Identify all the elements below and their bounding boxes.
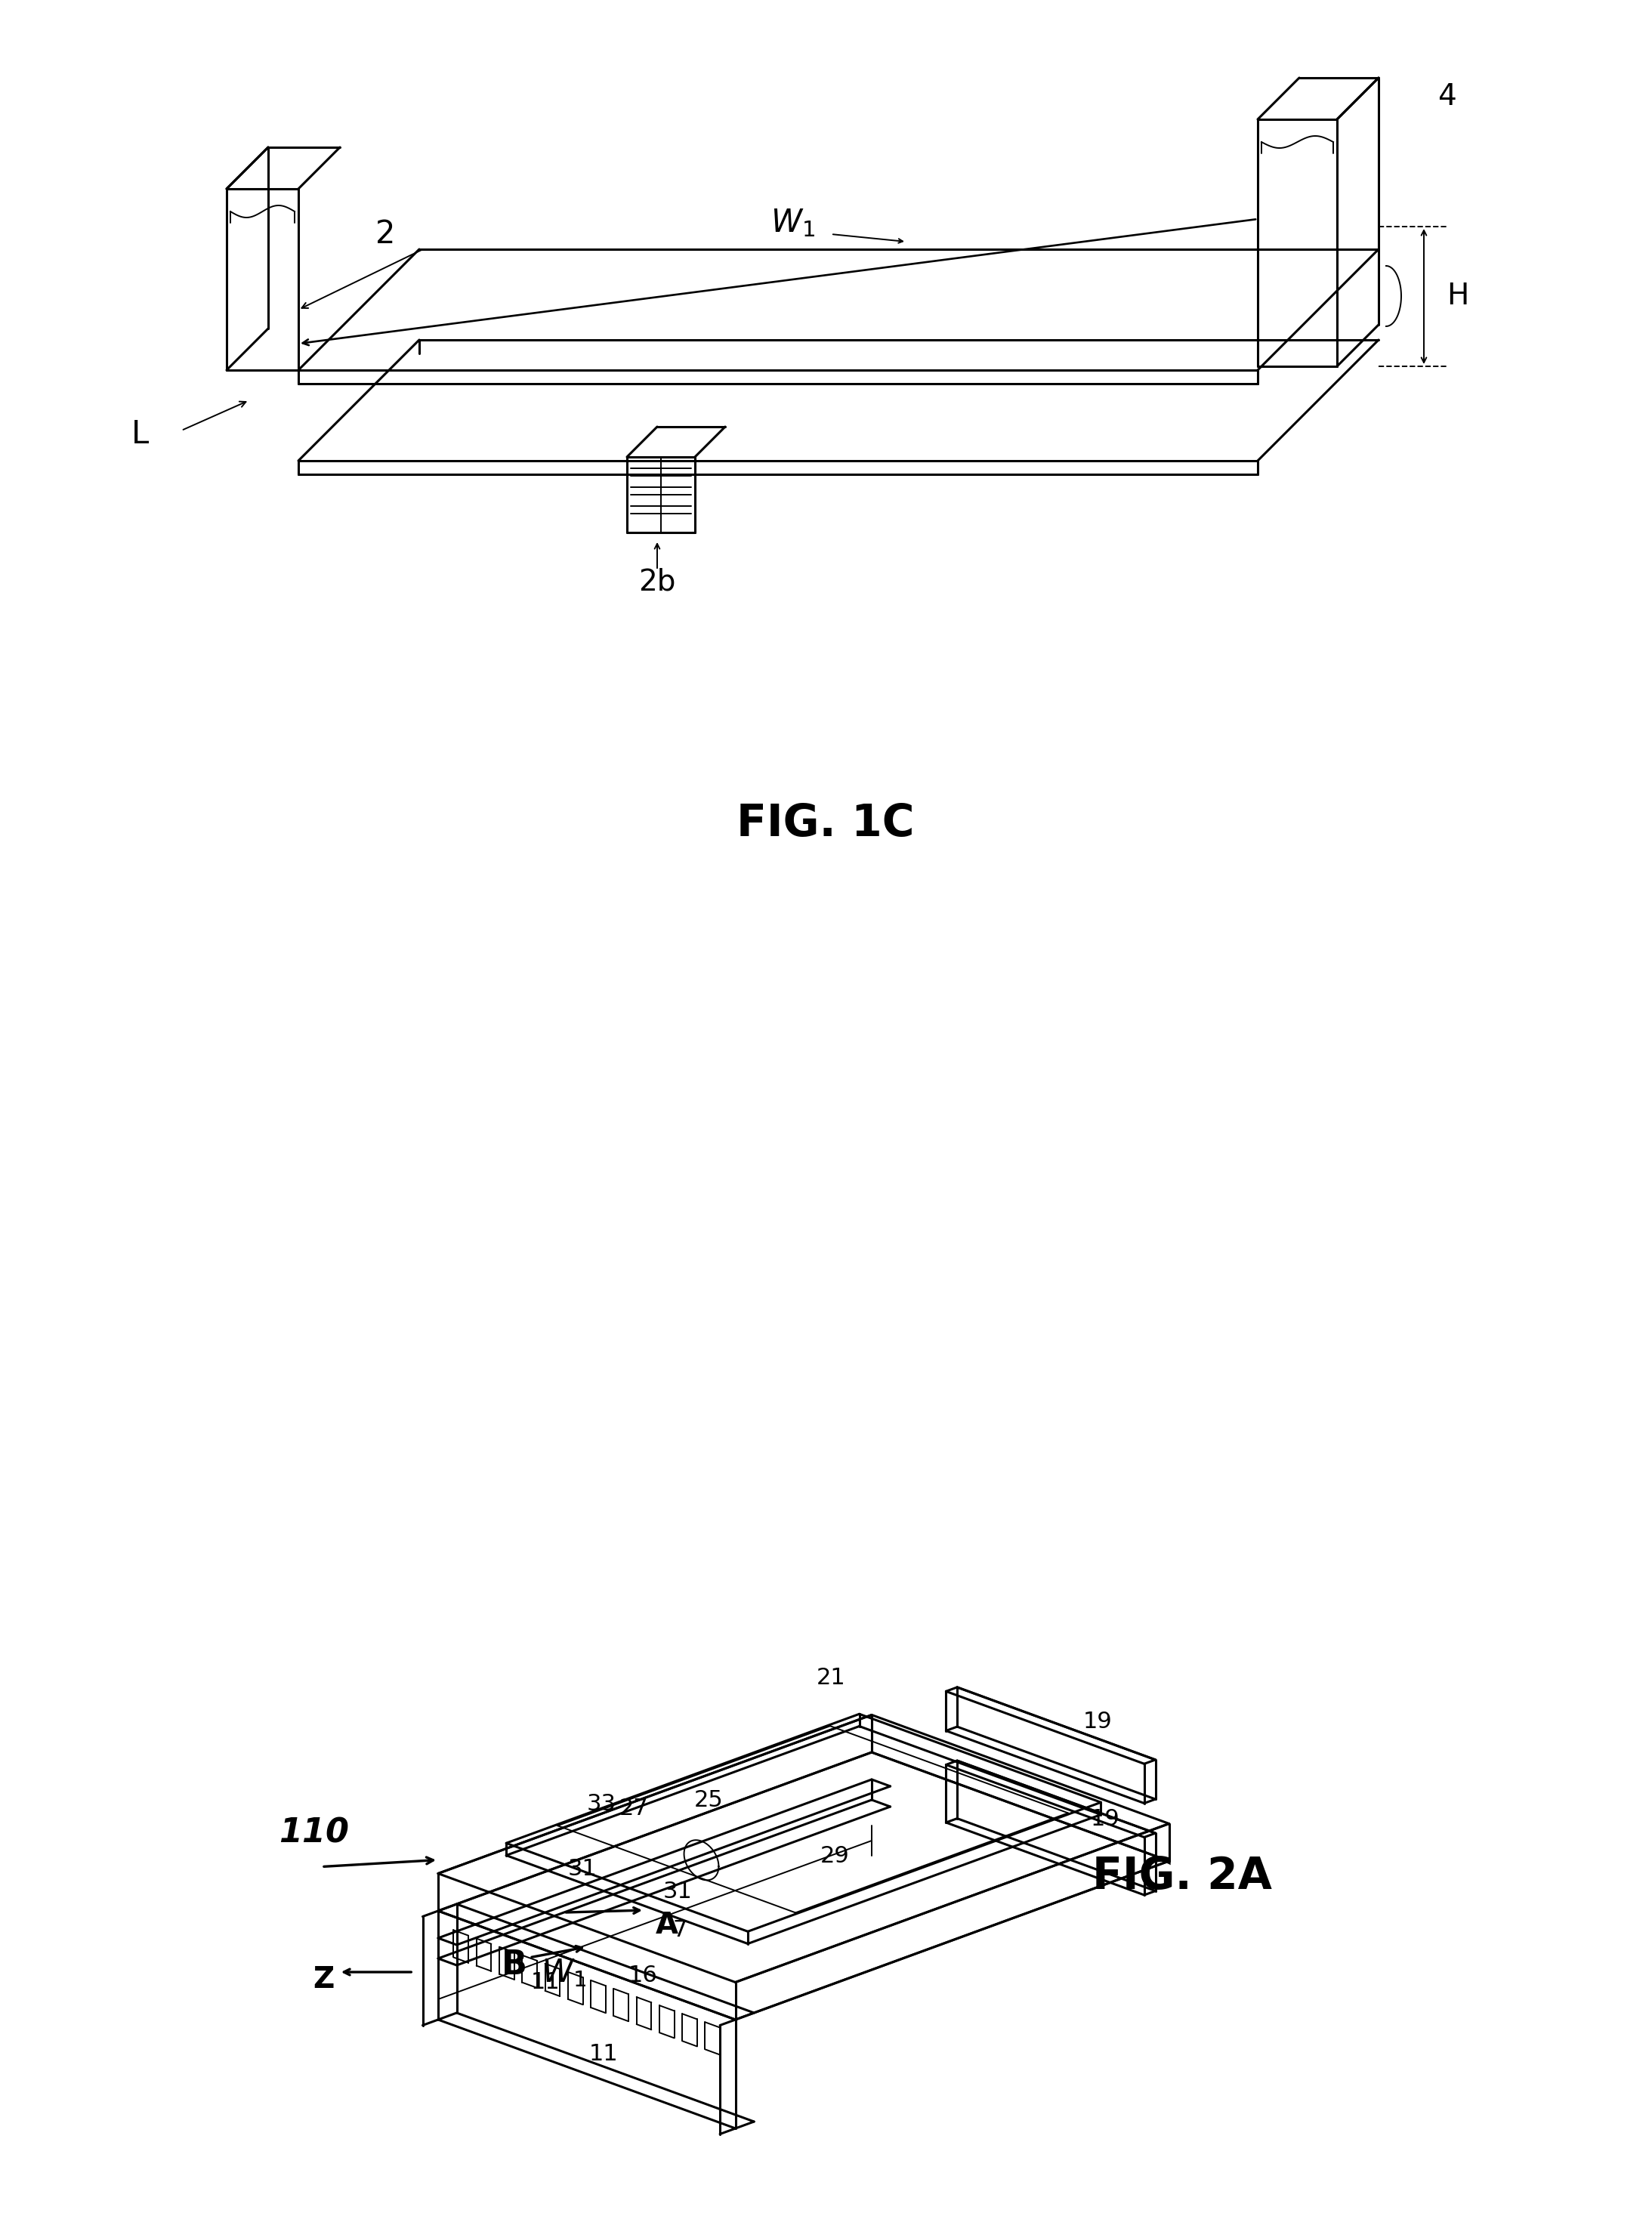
Text: 110: 110 <box>279 1817 349 1848</box>
Text: 31: 31 <box>662 1881 692 1903</box>
Text: H: H <box>1447 281 1469 310</box>
Text: 4: 4 <box>1437 82 1455 111</box>
Text: A: A <box>656 1912 679 1939</box>
Text: 16: 16 <box>628 1965 657 1987</box>
Text: 2: 2 <box>375 219 395 250</box>
Text: Z: Z <box>314 1965 335 1994</box>
Text: 19: 19 <box>1084 1711 1112 1733</box>
Text: 11: 11 <box>530 1972 560 1994</box>
Text: 11: 11 <box>590 2043 618 2065</box>
Text: B: B <box>502 1950 527 1981</box>
Text: 2b: 2b <box>639 567 676 595</box>
Text: FIG. 1C: FIG. 1C <box>737 801 915 845</box>
Text: 29: 29 <box>819 1846 849 1868</box>
Text: 25: 25 <box>694 1790 724 1812</box>
Text: 27: 27 <box>620 1797 649 1819</box>
Text: 21: 21 <box>816 1666 846 1689</box>
Text: FIG. 2A: FIG. 2A <box>1092 1854 1272 1899</box>
Text: $W_1$: $W_1$ <box>542 1956 586 1989</box>
Text: 31: 31 <box>568 1859 596 1881</box>
Text: 7: 7 <box>672 1919 687 1941</box>
Text: 33: 33 <box>586 1793 616 1815</box>
Text: L: L <box>131 418 149 449</box>
Text: $W_1$: $W_1$ <box>771 208 816 239</box>
Text: 19: 19 <box>1090 1808 1120 1830</box>
